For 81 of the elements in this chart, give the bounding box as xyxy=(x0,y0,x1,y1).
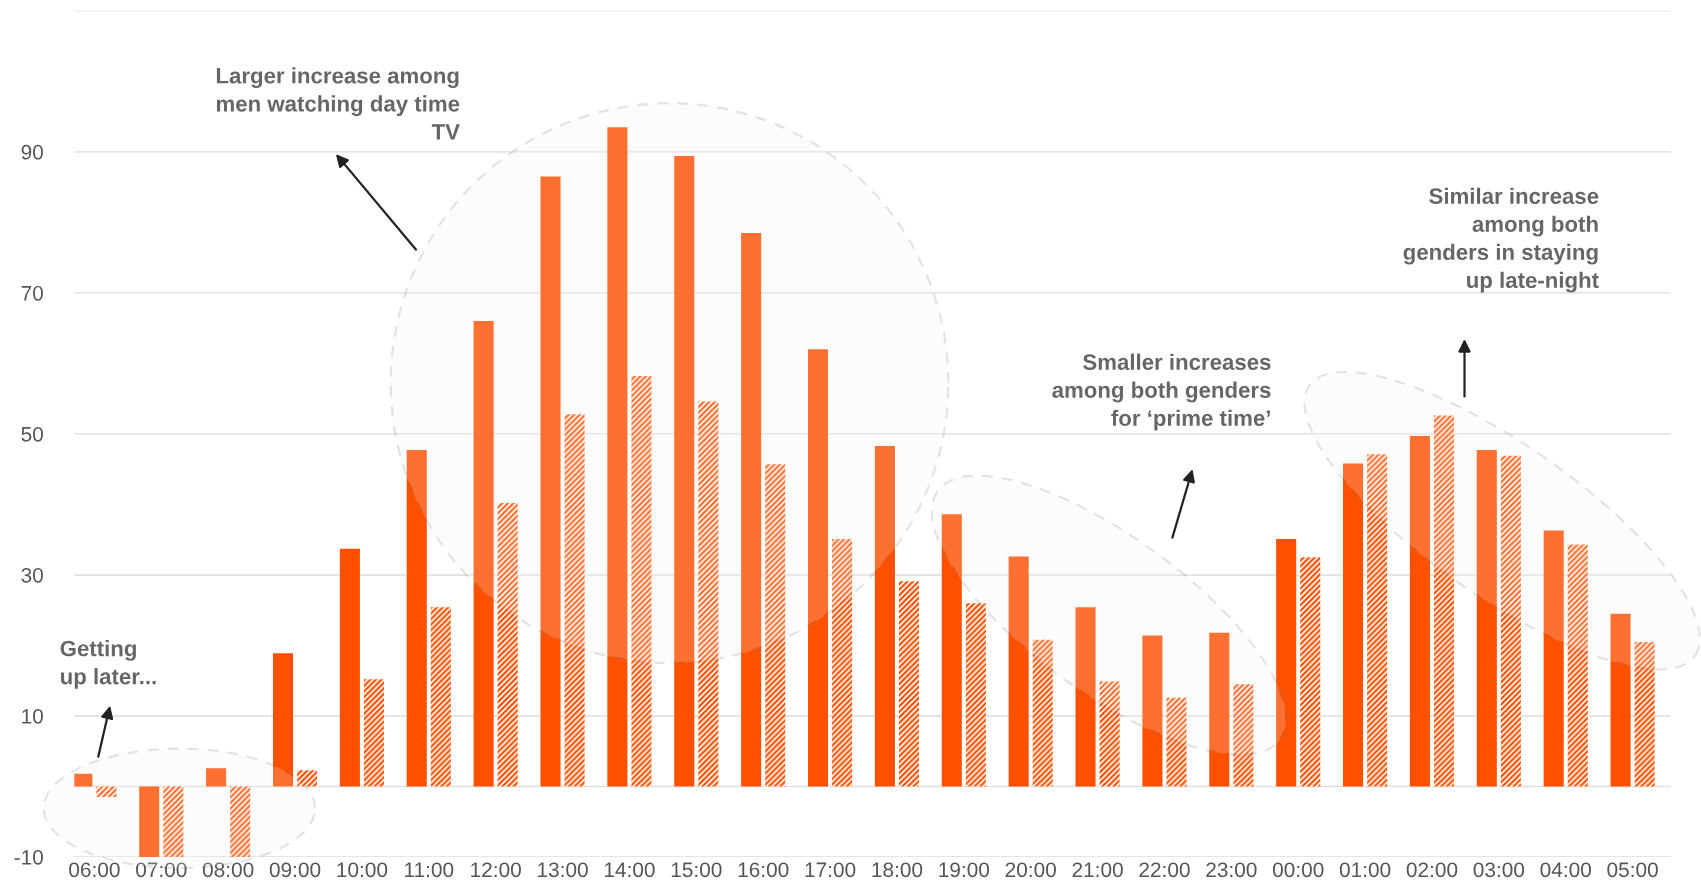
bar xyxy=(698,401,719,787)
bar xyxy=(1433,415,1455,787)
bar xyxy=(96,786,117,798)
x-tick-label: 16:00 xyxy=(738,862,789,878)
bar xyxy=(430,607,451,787)
bar xyxy=(206,768,227,787)
bar xyxy=(1032,639,1053,787)
bar xyxy=(540,176,561,787)
bar xyxy=(874,445,895,787)
bar xyxy=(941,514,962,787)
x-tick-label: 23:00 xyxy=(1206,862,1257,878)
bar xyxy=(765,464,786,787)
x-tick-label: 20:00 xyxy=(1005,862,1056,878)
bar xyxy=(272,653,294,787)
x-tick-label: 08:00 xyxy=(202,862,254,878)
x-tick-label: 07:00 xyxy=(136,862,187,878)
y-tick-label: 50 xyxy=(21,426,43,442)
bar xyxy=(1500,455,1521,787)
bar xyxy=(1567,544,1588,787)
bar xyxy=(1610,613,1631,787)
bar xyxy=(1233,684,1254,787)
x-tick-label: 22:00 xyxy=(1139,862,1190,878)
bar xyxy=(497,503,518,787)
bar xyxy=(163,786,184,857)
x-tick-label: 12:00 xyxy=(471,862,521,878)
bar xyxy=(1142,635,1163,787)
bar xyxy=(406,450,427,787)
x-tick-label: 00:00 xyxy=(1272,862,1324,878)
y-tick-label: 30 xyxy=(21,567,43,583)
y-tick-label: 70 xyxy=(21,285,43,301)
x-tick-label: 05:00 xyxy=(1607,862,1658,878)
bar xyxy=(473,321,494,787)
x-tick-label: 10:00 xyxy=(337,862,388,878)
bar xyxy=(741,232,762,787)
x-tick-label: 14:00 xyxy=(604,862,655,878)
x-tick-label: 06:00 xyxy=(69,862,120,878)
bar xyxy=(230,786,251,857)
bar xyxy=(1099,681,1120,787)
bar xyxy=(898,581,920,787)
annotation: Getting up later... xyxy=(60,640,156,689)
bar xyxy=(1343,463,1364,787)
x-tick-label: 19:00 xyxy=(939,862,990,878)
bar xyxy=(564,414,585,787)
bar xyxy=(363,679,384,787)
x-tick-label: 21:00 xyxy=(1072,862,1123,878)
bar xyxy=(1276,538,1297,787)
bar xyxy=(1409,436,1430,787)
bar xyxy=(607,127,628,787)
x-tick-label: 03:00 xyxy=(1473,862,1525,878)
bar xyxy=(1476,450,1497,787)
x-tick-label: 01:00 xyxy=(1339,862,1391,878)
bar xyxy=(1166,697,1187,787)
bar xyxy=(1634,641,1655,787)
x-tick-label: 18:00 xyxy=(872,862,923,878)
annotation: Similar increase among both genders in staying up late-night xyxy=(1403,187,1599,293)
bar xyxy=(832,538,853,787)
bar xyxy=(674,156,695,787)
bar xyxy=(1209,632,1230,787)
x-tick-label: 15:00 xyxy=(671,862,722,878)
x-tick-label: 13:00 xyxy=(538,862,588,878)
bar xyxy=(1367,454,1388,787)
y-tick-label: 10 xyxy=(22,708,43,724)
annotation: Smaller increases among both genders for ‘prime time’ xyxy=(1052,353,1271,431)
bar xyxy=(339,548,360,787)
bar xyxy=(1543,530,1564,787)
bar xyxy=(965,603,986,787)
bar xyxy=(1075,607,1096,787)
y-tick-label: 90 xyxy=(21,144,43,160)
x-tick-label: 04:00 xyxy=(1540,862,1591,878)
x-tick-label: 09:00 xyxy=(269,862,321,878)
y-tick-label: -10 xyxy=(14,849,43,865)
bar xyxy=(1300,557,1321,787)
annotation: Larger increase among men watching day time TV xyxy=(216,67,460,140)
x-tick-label: 17:00 xyxy=(805,862,856,878)
bar xyxy=(1008,556,1029,787)
x-tick-label: 11:00 xyxy=(405,862,454,878)
bar xyxy=(807,349,829,787)
bar xyxy=(297,770,318,787)
x-tick-label: 02:00 xyxy=(1406,862,1458,878)
bar xyxy=(631,376,652,787)
bar xyxy=(139,786,160,857)
